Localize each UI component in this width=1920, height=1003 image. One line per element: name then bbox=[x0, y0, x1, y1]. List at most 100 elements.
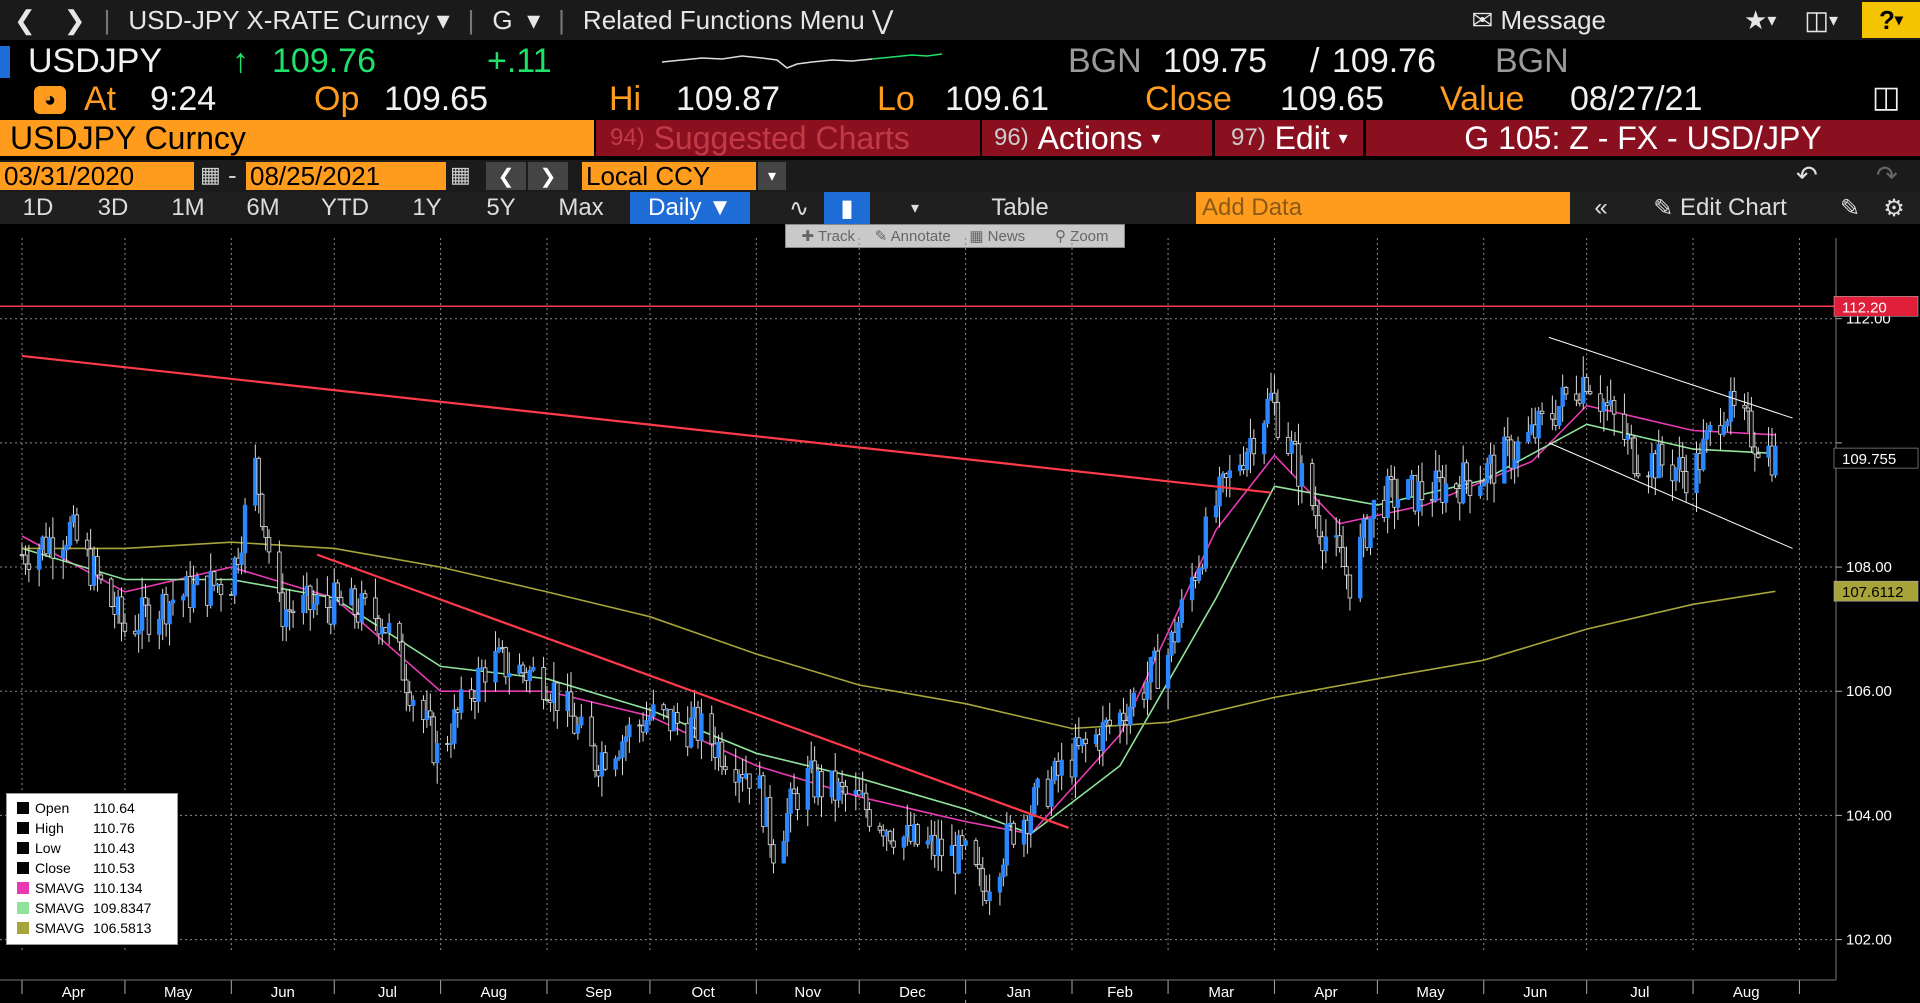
candle-body bbox=[1512, 459, 1517, 469]
candle-body bbox=[1515, 441, 1521, 461]
candle-body bbox=[386, 622, 392, 634]
redo-icon[interactable]: ↷ bbox=[1876, 160, 1898, 190]
period-ytd[interactable]: YTD bbox=[321, 194, 369, 221]
track-tool[interactable]: ✚ Track bbox=[801, 228, 855, 245]
candle-body bbox=[1121, 712, 1126, 722]
related-functions-menu[interactable]: Related Functions Menu ⋁ bbox=[569, 0, 907, 40]
legend-value: 110.53 bbox=[93, 860, 135, 876]
collapse-icon[interactable]: « bbox=[1594, 194, 1608, 221]
end-date-field[interactable]: 08/25/2021 bbox=[246, 161, 446, 191]
candle-body bbox=[1059, 759, 1064, 776]
candle-body bbox=[544, 699, 550, 701]
high-label: Hi bbox=[609, 80, 642, 118]
candle-body bbox=[1560, 387, 1565, 407]
period-1d[interactable]: 1D bbox=[22, 194, 54, 221]
security-marker bbox=[0, 46, 10, 78]
candle-body bbox=[1213, 505, 1219, 518]
period-6m[interactable]: 6M bbox=[246, 194, 280, 221]
period-max[interactable]: Max bbox=[558, 194, 604, 221]
period-1y[interactable]: 1Y bbox=[412, 194, 442, 221]
candle-body bbox=[839, 781, 845, 787]
candle-body bbox=[963, 840, 968, 846]
prev-range-button[interactable]: ❮ bbox=[486, 162, 526, 190]
news-label: News bbox=[987, 228, 1026, 245]
gear-icon[interactable]: ⚙ bbox=[1883, 194, 1905, 222]
candle-body bbox=[623, 736, 629, 743]
calendar-icon[interactable]: ▦ bbox=[200, 162, 221, 187]
help-button[interactable]: ? ▾ bbox=[1862, 2, 1920, 38]
related-functions-label: Related Functions Menu bbox=[582, 4, 865, 35]
gauge-icon[interactable]: ◕ bbox=[34, 86, 66, 114]
divider: | bbox=[558, 4, 565, 35]
next-range-button[interactable]: ❯ bbox=[528, 162, 568, 190]
legend-row: High 110.76 bbox=[17, 818, 177, 838]
start-date: 03/31/2020 bbox=[4, 160, 135, 191]
security-menu[interactable]: USD-JPY X-RATE Curncy ▾ bbox=[114, 0, 463, 40]
candle-body bbox=[1587, 391, 1593, 395]
chevron-down-icon[interactable]: ▾ bbox=[910, 200, 920, 217]
ma200-tag: 107.6112 bbox=[1833, 580, 1919, 602]
actions-number: 96) bbox=[994, 124, 1029, 151]
table-button[interactable]: Table bbox=[991, 194, 1049, 221]
edit-number: 97) bbox=[1231, 124, 1266, 151]
legend-name: SMAVG bbox=[35, 920, 85, 936]
news-tool[interactable]: ▦ News bbox=[969, 228, 1026, 245]
edit-chart-button[interactable]: ✎ Edit Chart bbox=[1630, 192, 1810, 224]
candle-body bbox=[1635, 473, 1641, 477]
candle-body bbox=[1344, 566, 1349, 576]
legend-value: 110.134 bbox=[93, 880, 143, 896]
currency-select[interactable]: Local CCY bbox=[582, 161, 756, 191]
candle-body bbox=[956, 835, 961, 874]
screen-icon[interactable]: ◫ bbox=[1872, 81, 1901, 114]
candle-body bbox=[719, 741, 725, 768]
undo-icon[interactable]: ↶ bbox=[1796, 160, 1818, 190]
suggested-charts-button[interactable]: 94) Suggested Charts bbox=[596, 120, 980, 156]
chart-settings-icon[interactable]: ✎ bbox=[1839, 194, 1861, 222]
actions-button[interactable]: 96) Actions ▾ bbox=[982, 120, 1212, 156]
candle-body bbox=[1165, 654, 1171, 689]
start-date-field[interactable]: 03/31/2020 bbox=[0, 160, 194, 191]
zoom-tool[interactable]: ⚲ Zoom bbox=[1055, 228, 1109, 245]
candle-body bbox=[136, 629, 141, 635]
legend-value: 109.8347 bbox=[93, 900, 152, 916]
candle-body bbox=[139, 597, 145, 631]
line-chart-icon[interactable]: ∿ bbox=[788, 194, 810, 222]
candle-body bbox=[1464, 462, 1469, 482]
back-arrow-icon[interactable]: ❮ bbox=[14, 4, 36, 35]
candle-body bbox=[1611, 400, 1617, 415]
function-g-menu[interactable]: G ▾ bbox=[478, 0, 554, 40]
candle-body bbox=[332, 582, 337, 625]
period-5y[interactable]: 5Y bbox=[486, 194, 516, 221]
candle-body bbox=[1388, 476, 1394, 480]
candlestick-icon[interactable]: ▮ bbox=[824, 192, 870, 224]
candle-body bbox=[1289, 440, 1294, 454]
chevron-down-icon[interactable]: ▾ bbox=[758, 162, 786, 190]
candle-body bbox=[1001, 864, 1006, 878]
period-3d[interactable]: 3D bbox=[97, 194, 129, 221]
candle-body bbox=[60, 549, 66, 559]
forward-arrow-icon[interactable]: ❯ bbox=[63, 4, 86, 35]
edit-button[interactable]: 97) Edit ▾ bbox=[1215, 120, 1363, 156]
y-tick-label: 104.00 bbox=[1846, 807, 1892, 824]
candle-body bbox=[915, 824, 920, 845]
frequency-select[interactable]: Daily ▼ bbox=[630, 192, 750, 224]
window-button[interactable]: ◫ ▾ bbox=[1790, 0, 1852, 40]
x-month-label: May bbox=[164, 984, 193, 1001]
candle-body bbox=[335, 582, 340, 598]
candle-body bbox=[1203, 516, 1209, 569]
annotate-tool[interactable]: ✎ Annotate bbox=[874, 228, 951, 245]
calendar-icon[interactable]: ▦ bbox=[450, 162, 471, 187]
candle-body bbox=[997, 876, 1003, 893]
legend-value: 110.43 bbox=[93, 840, 135, 856]
add-data-input[interactable]: Add Data bbox=[1196, 192, 1570, 224]
legend-swatch bbox=[17, 862, 29, 874]
period-1m[interactable]: 1M bbox=[171, 194, 205, 221]
candle-body bbox=[167, 602, 172, 625]
candle-body bbox=[208, 571, 213, 606]
security-field[interactable]: USDJPY Curncy bbox=[0, 120, 594, 156]
favorites-button[interactable]: ★ ▾ bbox=[1730, 0, 1790, 40]
divider: | bbox=[103, 4, 111, 35]
candle-body bbox=[795, 793, 800, 810]
message-button[interactable]: ✉ Message bbox=[1457, 0, 1620, 40]
